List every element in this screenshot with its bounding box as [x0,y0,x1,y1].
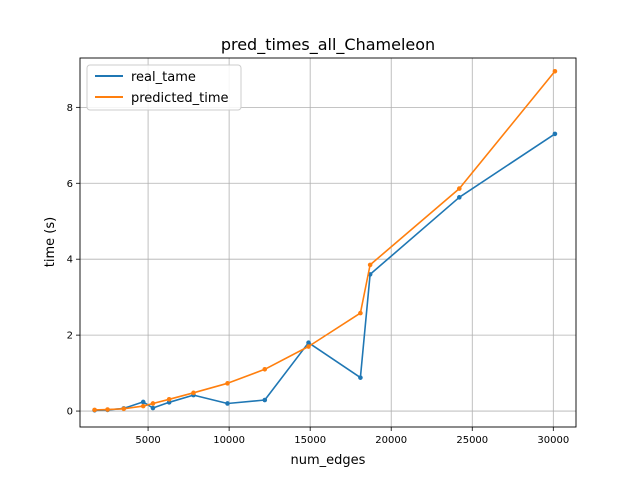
series-line-real-tame [94,133,556,412]
data-point-predicted-time [367,262,373,268]
y-tick-label: 0 [67,407,73,418]
data-point-real-tame [140,399,146,405]
x-tick-label: 20000 [375,435,407,446]
data-point-predicted-time [121,406,127,412]
data-point-predicted-time [262,366,268,372]
x-tick-label: 15000 [294,435,326,446]
data-point-predicted-time [552,68,558,74]
y-axis-label: time (s) [43,217,58,267]
legend-label-predicted-time: predicted_time [131,91,229,106]
data-point-real-tame [552,131,558,137]
series-layer [92,68,558,413]
data-point-predicted-time [225,381,230,386]
data-point-real-tame [225,401,230,406]
data-point-predicted-time [306,344,311,349]
data-point-predicted-time [92,407,97,413]
data-point-predicted-time [140,403,146,409]
data-point-predicted-time [166,396,172,402]
chart-title: pred_times_all_Chameleon [221,35,435,55]
data-point-real-tame [358,375,363,380]
y-tick-label: 2 [67,331,73,342]
data-point-predicted-time [105,407,110,412]
grid [80,58,576,427]
y-tick-label: 4 [67,255,73,266]
x-tick-label: 10000 [213,435,245,446]
legend-label-real-tame: real_tame [131,70,196,85]
data-point-real-tame [456,195,462,200]
series-line-predicted-time [94,70,556,411]
legend: real_tame predicted_time [86,64,242,111]
plot-frame [79,57,577,428]
data-point-predicted-time [150,401,156,406]
ticks: 5000 10000 15000 20000 25000 30000 0 2 4 6 8 [67,103,570,446]
legend-box [86,64,242,111]
data-point-real-tame [306,340,311,346]
y-tick-label: 6 [67,179,73,190]
x-tick-label: 5000 [135,435,160,446]
x-axis-label: num_edges [291,453,366,468]
data-point-predicted-time [456,186,462,191]
x-tick-label: 25000 [456,435,488,446]
data-point-real-tame [150,405,156,411]
data-point-real-tame [262,397,268,403]
y-tick-label: 8 [67,103,73,114]
data-point-predicted-time [358,310,363,316]
data-point-predicted-time [191,390,196,396]
x-tick-label: 30000 [537,435,569,446]
